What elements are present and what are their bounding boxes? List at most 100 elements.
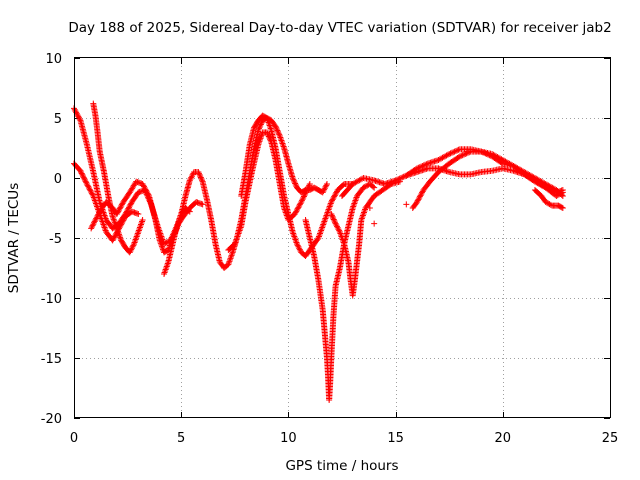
y-tick-label: 10 [45,52,62,67]
data-point [331,192,338,199]
data-point [296,203,303,209]
data-point [72,108,79,115]
data-point [123,209,130,216]
data-point [197,173,204,180]
data-point [479,149,486,156]
data-point [83,179,90,186]
data-point [456,153,463,160]
data-point [199,177,206,184]
data-point [330,216,337,223]
data-point [331,193,338,200]
data-point [123,208,130,215]
data-point [129,243,136,250]
data-point [370,183,377,190]
data-point [198,175,205,182]
data-point [296,245,303,252]
data-point [395,176,402,183]
data-point [293,207,300,213]
data-point [314,236,321,243]
x-tick-label: 0 [70,431,78,446]
data-point [75,113,82,120]
data-point [91,219,98,226]
data-point [417,192,424,199]
data-point [302,190,309,197]
data-point [321,185,328,192]
data-point [126,249,133,256]
data-point [188,174,195,181]
data-point [332,220,339,227]
data-point [295,243,302,250]
data-point [189,171,196,178]
data-point [289,175,296,181]
data-point [263,129,270,136]
data-point [297,200,304,207]
data-point [130,242,137,249]
data-point [300,194,307,201]
data-point [545,200,552,207]
data-point [126,203,133,209]
data-point [559,205,566,211]
data-point [328,199,335,205]
data-point [188,173,195,180]
data-point [399,174,406,181]
data-point [128,246,135,253]
data-point [126,204,133,211]
data-point [329,196,336,203]
data-point [328,212,335,219]
data-point [80,174,87,181]
data-point [116,207,123,213]
data-point [454,147,461,154]
data-point [553,193,560,199]
data-point [273,124,280,131]
data-point [340,182,347,188]
data-point [145,191,152,198]
data-point [301,192,308,199]
data-point [448,149,455,156]
data-point [139,181,146,187]
data-point [274,128,281,135]
data-point [323,181,330,187]
data-point [141,183,148,190]
data-point [412,166,419,173]
series-track-k [531,187,566,211]
data-point [118,201,125,208]
data-point [291,179,298,186]
data-point [304,186,311,193]
data-point [87,187,94,194]
data-point [455,154,462,161]
data-point [195,169,202,175]
data-point [559,193,566,199]
data-point [392,177,399,184]
data-point [558,204,565,211]
data-point [331,217,338,224]
data-point [91,218,98,225]
data-point [86,186,93,193]
data-point [90,221,97,228]
series-track-g [225,129,313,253]
data-point [414,197,421,204]
data-point [292,180,299,187]
data-point [306,181,313,187]
data-point [321,186,328,193]
series-track-e [161,205,193,277]
data-point [255,127,262,133]
data-point [328,211,335,217]
data-point [414,199,421,205]
data-point [330,195,337,201]
y-tick-label: -5 [49,232,62,247]
x-tick-label: 15 [387,431,404,446]
data-point [264,130,271,137]
data-point [267,137,274,144]
data-point [110,236,117,243]
data-point [482,150,489,157]
data-point [306,182,313,189]
data-point [416,164,423,171]
data-point [403,201,410,208]
series-track-j [403,146,566,199]
data-point [113,211,120,217]
data-point [88,190,95,197]
data-point [401,173,408,180]
data-point [542,199,549,205]
data-point [185,207,192,214]
